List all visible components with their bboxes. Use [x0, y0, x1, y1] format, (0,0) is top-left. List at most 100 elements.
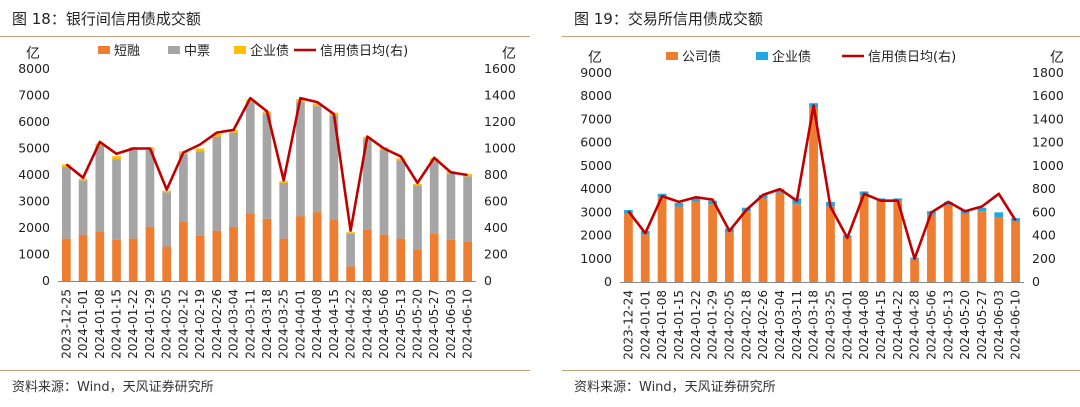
bar-segment	[78, 234, 88, 281]
bar-segment	[195, 151, 205, 236]
bar-segment	[657, 197, 667, 282]
title-divider	[0, 36, 530, 37]
bar-segment	[128, 238, 138, 281]
y2-tick-label: 1400	[484, 88, 516, 103]
x-tick-label: 2024-05-13	[394, 289, 408, 359]
bar-segment	[396, 238, 406, 281]
legend-swatch	[98, 46, 110, 54]
bar-segment	[758, 198, 768, 282]
y2-tick-label: 1600	[484, 61, 516, 76]
left-axis-unit: 亿	[588, 50, 602, 66]
chart-title: 图 18：银行间信用债成交额	[12, 10, 201, 28]
chart-title: 图 19：交易所信用债成交额	[574, 10, 763, 28]
y-tick-label: 5000	[18, 141, 50, 156]
bar-segment	[725, 232, 734, 282]
x-tick-label: 2024-01-15	[672, 290, 686, 360]
bar-segment	[859, 194, 869, 282]
x-tick-label: 2024-03-25	[277, 289, 291, 359]
bar-segment	[943, 201, 953, 206]
x-tick-label: 2024-05-06	[377, 289, 391, 359]
bar-segment	[296, 216, 305, 281]
bar-segment	[876, 201, 886, 282]
bar-segment	[842, 237, 852, 282]
bar-segment	[809, 107, 818, 282]
x-tick-label: 2024-04-15	[874, 290, 888, 360]
bar-segment	[413, 249, 422, 281]
y-tick-label: 6000	[580, 135, 612, 150]
bar-segment	[245, 213, 255, 281]
bar-segment	[95, 231, 105, 281]
bar-segment	[312, 103, 322, 107]
legend-swatch	[234, 46, 246, 54]
x-tick-label: 2024-04-22	[344, 289, 358, 359]
x-tick-label: 2024-02-26	[756, 290, 770, 360]
y-tick-label: 7000	[18, 88, 50, 103]
bar-segment	[112, 239, 121, 281]
bar-segment	[379, 149, 389, 235]
y-tick-label: 5000	[580, 158, 612, 173]
source-note: 资料来源：Wind，天风证券研究所	[574, 380, 776, 395]
bar-segment	[624, 213, 633, 282]
x-tick-label: 2024-03-11	[790, 290, 804, 360]
bar-segment	[741, 211, 751, 282]
chart-interbank-credit-bond-turnover: 亿 亿 0 1000 2000 3000 4000 5000 6000 7000 8000 0 200 4…	[18, 43, 516, 359]
y-tick-label: 0	[604, 274, 612, 289]
y-tick-label: 8000	[580, 88, 612, 103]
bar-segment	[329, 115, 339, 221]
bar-segment	[62, 167, 71, 239]
bar-segment	[775, 189, 785, 193]
legend-label: 企业债	[250, 43, 289, 59]
y-tick-label: 3000	[18, 194, 50, 209]
y2-tick-label: 600	[1032, 204, 1056, 219]
bar-segment	[674, 203, 684, 207]
y-tick-label: 4000	[580, 181, 612, 196]
line-series	[65, 96, 468, 232]
bar-segment	[826, 206, 835, 282]
y2-tick-label: 0	[484, 273, 492, 288]
bar-segment	[346, 232, 355, 234]
bar-segment	[78, 180, 88, 235]
y-tick-label: 1000	[18, 247, 50, 262]
x-tick-label: 2023-12-25	[59, 289, 73, 359]
y2-tick-label: 1000	[1032, 158, 1064, 173]
bar-segment	[463, 176, 472, 242]
x-tick-label: 2024-02-05	[722, 290, 736, 360]
bar-segment	[379, 234, 389, 281]
x-tick-label: 2024-04-01	[293, 289, 307, 359]
bar-segment	[893, 200, 903, 282]
x-tick-label: 2024-06-03	[992, 290, 1006, 360]
y2-tick-label: 0	[1032, 274, 1040, 289]
legend-label: 信用债日均(右)	[320, 44, 408, 59]
bar-segment	[62, 238, 71, 281]
x-tick-label: 2024-03-18	[807, 290, 821, 360]
bar-segment	[977, 207, 987, 212]
x-tick-label: 2024-03-25	[823, 290, 837, 360]
source-divider	[562, 370, 1080, 371]
bar-segment	[179, 153, 188, 222]
x-tick-label: 2024-01-15	[110, 289, 124, 359]
bar-segment	[994, 216, 1004, 282]
y-tick-label: 8000	[18, 61, 50, 76]
bar-segment	[296, 102, 305, 217]
bar-segment	[429, 160, 439, 234]
bar-segment	[329, 220, 339, 281]
bar-segment	[145, 149, 155, 227]
x-tick-label: 2024-04-28	[360, 289, 374, 359]
y2-tick-label: 1000	[484, 141, 516, 156]
y-tick-label: 1000	[580, 251, 612, 266]
y2-tick-label: 1600	[1032, 88, 1064, 103]
legend-swatch	[168, 46, 180, 54]
x-tick-label: 2024-05-06	[924, 290, 938, 360]
x-tick-label: 2024-04-22	[891, 290, 905, 360]
bar-segment	[195, 148, 205, 152]
bar-segment	[927, 214, 936, 282]
bar-segment	[312, 212, 322, 281]
chart-panel-exchange: 图 19：交易所信用债成交额 亿亿 0 1000 2000 3000 4000 5000 60…	[562, 0, 1080, 407]
bar-segment	[463, 241, 472, 281]
x-tick-label: 2024-01-01	[76, 289, 90, 359]
x-tick-label: 2024-03-04	[773, 290, 787, 360]
right-axis-unit: 亿	[502, 46, 516, 62]
y2-tick-label: 200	[1032, 251, 1056, 266]
y2-tick-label: 800	[1032, 181, 1056, 196]
x-tick-label: 2024-01-29	[143, 289, 157, 359]
